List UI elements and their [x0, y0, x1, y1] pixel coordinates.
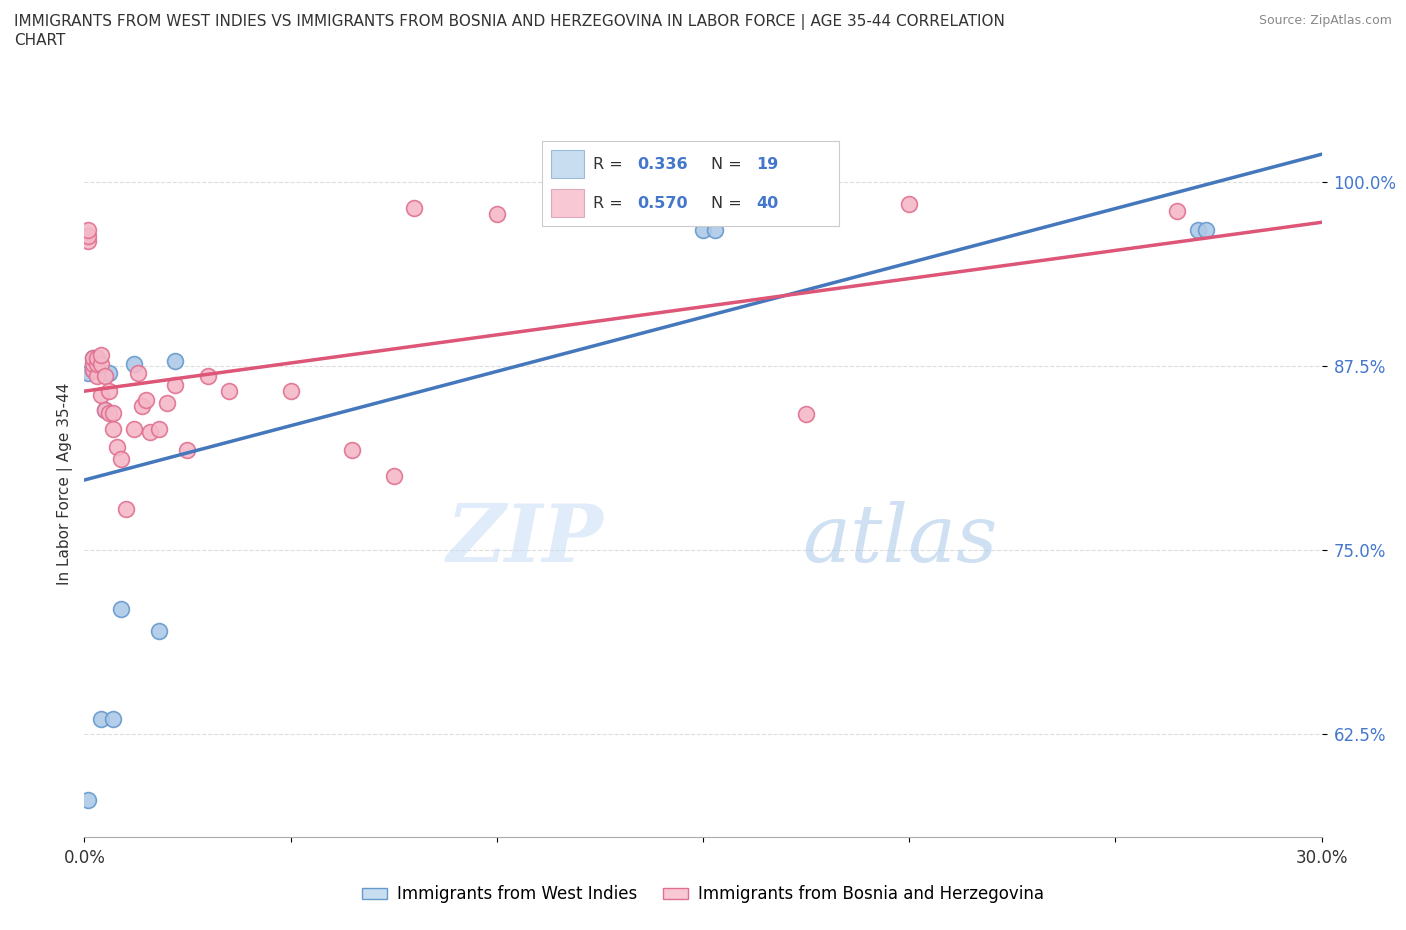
- Point: [1195, 223, 1218, 238]
- Point: [90, 388, 112, 403]
- Point: [197, 368, 219, 383]
- Point: [103, 711, 125, 726]
- Point: [90, 348, 112, 363]
- Text: Source: ZipAtlas.com: Source: ZipAtlas.com: [1258, 14, 1392, 27]
- Point: [485, 206, 508, 221]
- Point: [704, 223, 727, 238]
- Y-axis label: In Labor Force | Age 35-44: In Labor Force | Age 35-44: [58, 382, 73, 585]
- Point: [127, 365, 149, 380]
- Point: [139, 425, 162, 440]
- Point: [82, 363, 104, 378]
- Point: [103, 405, 125, 420]
- Point: [156, 395, 179, 410]
- Point: [114, 501, 136, 516]
- Point: [404, 201, 426, 216]
- Point: [90, 711, 112, 726]
- Point: [218, 383, 240, 398]
- Point: [98, 405, 121, 420]
- Point: [77, 223, 100, 238]
- Point: [86, 357, 108, 372]
- Point: [131, 398, 153, 413]
- Point: [122, 357, 145, 372]
- Point: [165, 378, 187, 392]
- Point: [148, 421, 170, 436]
- Point: [110, 602, 132, 617]
- Point: [165, 354, 187, 369]
- Point: [1166, 204, 1188, 219]
- Point: [105, 439, 128, 454]
- Point: [77, 792, 100, 807]
- Point: [342, 443, 364, 458]
- Text: CHART: CHART: [14, 33, 66, 47]
- Point: [280, 383, 302, 398]
- Point: [86, 351, 108, 365]
- Point: [82, 357, 104, 372]
- Point: [77, 365, 100, 380]
- Point: [82, 351, 104, 365]
- Point: [98, 365, 121, 380]
- Point: [122, 421, 145, 436]
- Text: ZIP: ZIP: [447, 501, 605, 578]
- Point: [82, 357, 104, 372]
- Point: [1187, 223, 1209, 238]
- Point: [794, 407, 817, 422]
- Text: IMMIGRANTS FROM WEST INDIES VS IMMIGRANTS FROM BOSNIA AND HERZEGOVINA IN LABOR F: IMMIGRANTS FROM WEST INDIES VS IMMIGRANT…: [14, 14, 1005, 30]
- Point: [90, 357, 112, 372]
- Point: [382, 469, 405, 484]
- Point: [77, 229, 100, 244]
- Text: atlas: atlas: [801, 501, 997, 578]
- Point: [692, 223, 714, 238]
- Point: [176, 443, 198, 458]
- Point: [98, 383, 121, 398]
- Legend: Immigrants from West Indies, Immigrants from Bosnia and Herzegovina: Immigrants from West Indies, Immigrants …: [356, 879, 1050, 910]
- Point: [82, 363, 104, 378]
- Point: [94, 368, 117, 383]
- Point: [77, 233, 100, 248]
- Point: [148, 623, 170, 638]
- Point: [898, 196, 921, 211]
- Point: [86, 351, 108, 365]
- Point: [94, 403, 117, 418]
- Point: [82, 351, 104, 365]
- Point: [110, 451, 132, 466]
- Point: [86, 357, 108, 372]
- Point: [86, 368, 108, 383]
- Point: [103, 421, 125, 436]
- Point: [135, 392, 157, 407]
- Point: [94, 403, 117, 418]
